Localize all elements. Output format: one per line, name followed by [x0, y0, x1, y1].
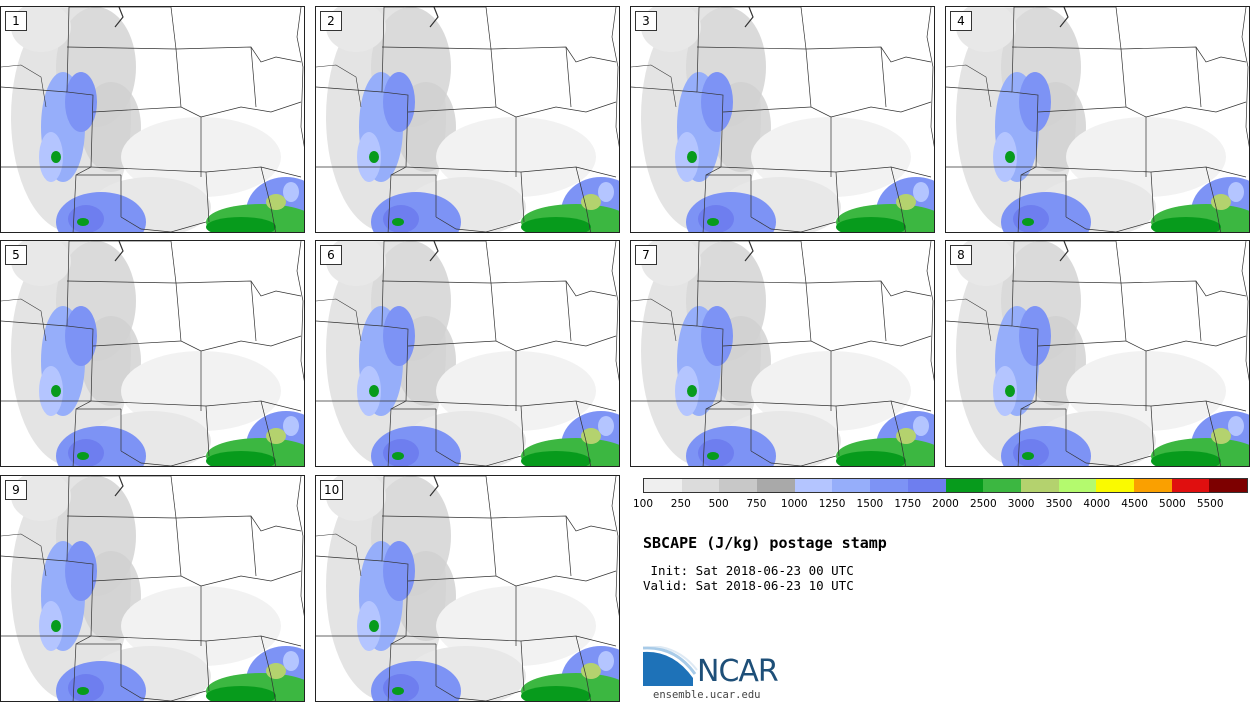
figure-title: SBCAPE (J/kg) postage stamp: [643, 534, 887, 552]
ensemble-member-panel: 4: [945, 6, 1250, 233]
colorbar-segment: [1133, 479, 1172, 492]
panel-number: 10: [320, 480, 344, 500]
colorbar-segment: [983, 479, 1021, 492]
colorbar-segment: [832, 479, 871, 492]
panel-number: 3: [635, 11, 657, 31]
colorbar-segment: [1020, 479, 1059, 492]
ensemble-member-panel: 9: [0, 475, 305, 702]
colorbar-segment: [907, 479, 946, 492]
ensemble-member-panel: 5: [0, 240, 305, 467]
ensemble-member-panel: 7: [630, 240, 935, 467]
ensemble-member-panel: 1: [0, 6, 305, 233]
sbcape-map: [316, 7, 619, 232]
sbcape-map: [1, 7, 304, 232]
colorbar-segment: [644, 479, 682, 492]
colorbar-tick-label: 5500: [1196, 498, 1224, 510]
init-time: Init: Sat 2018-06-23 00 UTC: [643, 563, 854, 578]
sbcape-map: [1, 476, 304, 701]
panel-number: 6: [320, 245, 342, 265]
logo-wordmark: NCAR: [697, 654, 779, 689]
panel-number: 4: [950, 11, 972, 31]
colorbar-segment: [681, 479, 720, 492]
sbcape-map: [946, 7, 1249, 232]
colorbar-tick-label: 250: [670, 498, 691, 510]
colorbar-tick-label: 4000: [1083, 498, 1111, 510]
colorbar-tick-label: 750: [746, 498, 767, 510]
sbcape-map: [316, 241, 619, 466]
panel-number: 9: [5, 480, 27, 500]
colorbar-segment: [719, 479, 758, 492]
colorbar-tick-label: 3500: [1045, 498, 1073, 510]
colorbar-tick-label: 2500: [969, 498, 997, 510]
sbcape-map: [1, 241, 304, 466]
ensemble-member-panel: 10: [315, 475, 620, 702]
sbcape-map: [946, 241, 1249, 466]
panel-number: 8: [950, 245, 972, 265]
sbcape-map: [316, 476, 619, 701]
colorbar-segment: [1096, 479, 1134, 492]
colorbar-segment: [794, 479, 833, 492]
colorbar-segment: [1171, 479, 1210, 492]
logo-url: ensemble.ucar.edu: [653, 689, 761, 701]
colorbar-segment: [757, 479, 795, 492]
panel-number: 5: [5, 245, 27, 265]
colorbar: [643, 478, 1248, 493]
colorbar-tick-label: 1000: [780, 498, 808, 510]
colorbar-tick-label: 1250: [818, 498, 846, 510]
colorbar-segment: [1058, 479, 1097, 492]
colorbar-tick-label: 5000: [1159, 498, 1186, 510]
panel-number: 1: [5, 11, 27, 31]
colorbar-tick-label: 4500: [1121, 498, 1148, 510]
colorbar-segment: [945, 479, 984, 492]
sbcape-map: [631, 241, 934, 466]
colorbar-tick-label: 1750: [894, 498, 922, 510]
colorbar-tick-label: 1500: [856, 498, 884, 510]
ncar-logo-icon: [643, 646, 698, 686]
panel-number: 7: [635, 245, 657, 265]
ensemble-member-panel: 8: [945, 240, 1250, 467]
valid-time: Valid: Sat 2018-06-23 10 UTC: [643, 578, 854, 593]
colorbar-tick-label: 3000: [1007, 498, 1035, 510]
colorbar-segment: [1209, 479, 1247, 492]
colorbar-segment: [870, 479, 908, 492]
ensemble-member-panel: 3: [630, 6, 935, 233]
panel-number: 2: [320, 11, 342, 31]
colorbar-tick-label: 100: [632, 498, 654, 510]
colorbar-tick-label: 500: [708, 498, 729, 510]
colorbar-tick-label: 2000: [932, 498, 959, 510]
ensemble-member-panel: 6: [315, 240, 620, 467]
colorbar-labels: 100 250 500 750 1000 1250 1500 1750 2000 2500 3000…: [633, 498, 1248, 512]
ensemble-member-panel: 2: [315, 6, 620, 233]
sbcape-map: [631, 7, 934, 232]
